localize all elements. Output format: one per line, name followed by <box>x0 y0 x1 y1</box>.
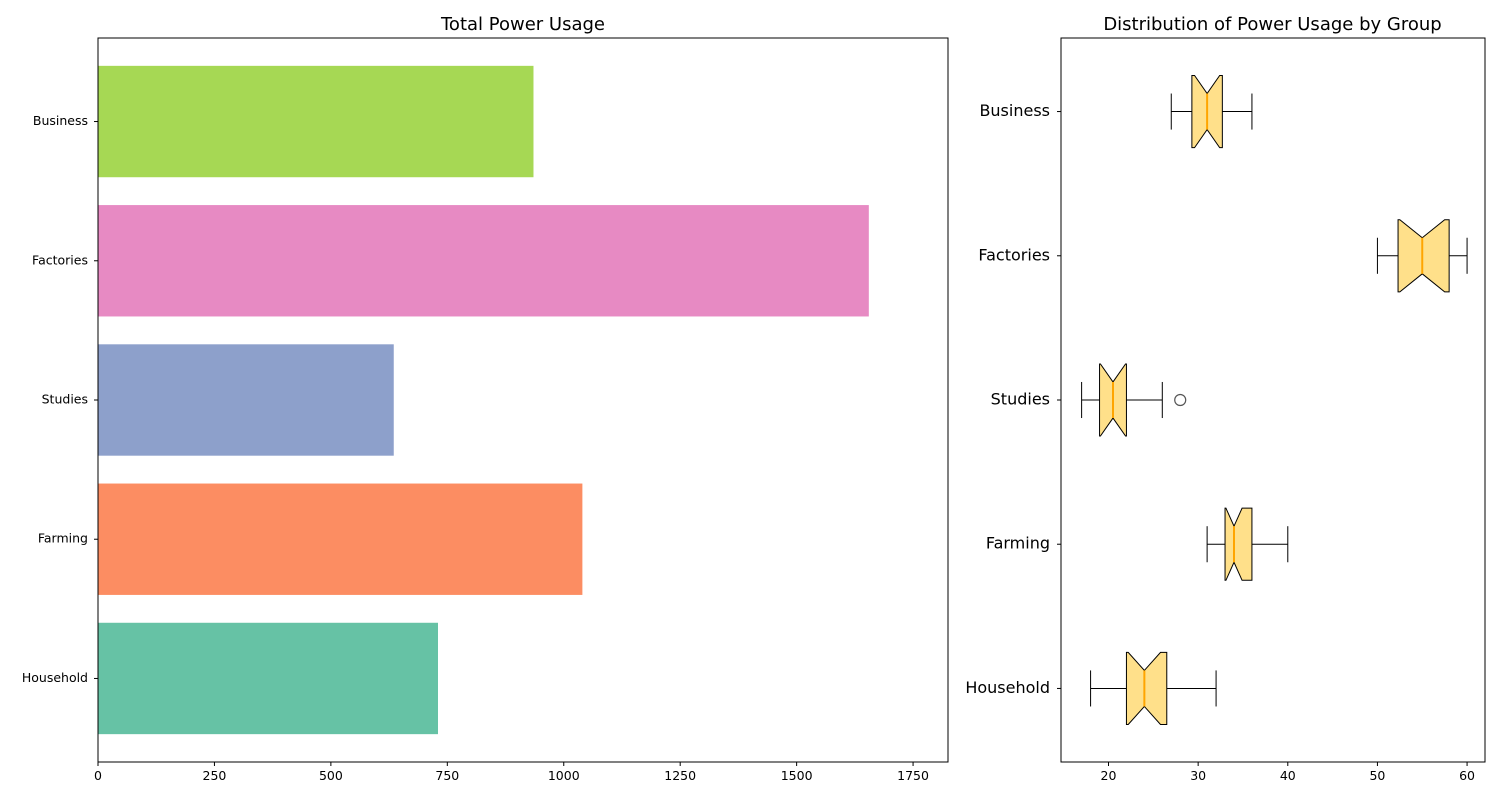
x-tick-label: 0 <box>94 768 102 783</box>
box-household <box>1090 651 1217 725</box>
x-tick-label: 1000 <box>548 768 580 783</box>
boxplot-y-ticks: Household Farming Studies Factories Business <box>965 101 1061 697</box>
x-tick-label: 1500 <box>781 768 813 783</box>
box-farming <box>1206 507 1289 581</box>
y-tick-label-business: Business <box>979 101 1050 120</box>
boxplot-title: Distribution of Power Usage by Group <box>1103 14 1441 35</box>
x-tick-label: 40 <box>1280 768 1296 783</box>
x-tick-label: 1250 <box>664 768 696 783</box>
bar-chart-x-ticks: 0 250 500 750 1000 1250 1500 1750 <box>94 762 929 783</box>
y-tick-label-household: Household <box>965 678 1050 697</box>
bar-chart-title: Total Power Usage <box>440 14 605 35</box>
x-tick-label: 20 <box>1101 768 1117 783</box>
x-tick-label: 250 <box>203 768 227 783</box>
box-body <box>1125 651 1168 725</box>
bar-chart-y-ticks: Household Farming Studies Factories Business <box>22 113 98 685</box>
boxplot-x-ticks: 20 30 40 50 60 <box>1101 762 1475 783</box>
x-tick-label: 500 <box>319 768 343 783</box>
box-business <box>1170 75 1253 149</box>
boxplot-series <box>1081 75 1468 725</box>
box-factories <box>1376 219 1468 293</box>
y-tick-label-household: Household <box>22 670 88 685</box>
box-body <box>1224 507 1253 581</box>
x-tick-label: 750 <box>435 768 459 783</box>
y-tick-label-studies: Studies <box>991 390 1050 409</box>
y-tick-label-business: Business <box>33 113 88 128</box>
y-tick-label-farming: Farming <box>38 531 88 546</box>
box-body <box>1397 219 1450 293</box>
bar-chart-panel: Total Power Usage Household Farming Studie… <box>22 14 949 783</box>
x-tick-label: 1750 <box>897 768 929 783</box>
outlier-point <box>1174 393 1187 407</box>
y-tick-label-farming: Farming <box>986 534 1050 553</box>
bar-series <box>98 65 869 735</box>
boxplot-panel: Distribution of Power Usage by Group Hou… <box>965 14 1486 783</box>
bar-studies <box>98 344 394 456</box>
x-tick-label: 30 <box>1190 768 1206 783</box>
bar-household <box>98 622 438 735</box>
y-tick-label-studies: Studies <box>42 392 88 407</box>
y-tick-label-factories: Factories <box>978 245 1050 264</box>
bar-business <box>98 65 534 178</box>
box-studies <box>1081 363 1187 437</box>
bar-factories <box>98 205 869 317</box>
x-tick-label: 50 <box>1369 768 1385 783</box>
bar-farming <box>98 483 583 595</box>
y-tick-label-factories: Factories <box>32 252 88 267</box>
x-tick-label: 60 <box>1459 768 1475 783</box>
